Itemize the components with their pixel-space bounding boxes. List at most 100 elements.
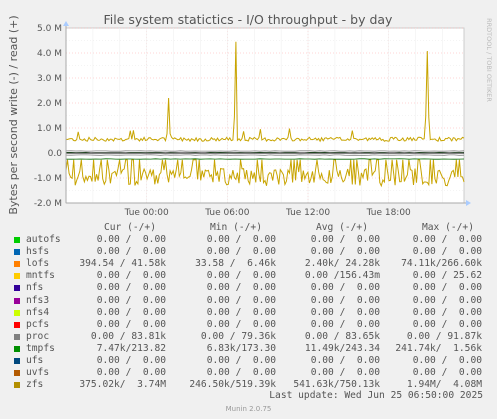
y-tick-label: 2.0 M <box>37 99 62 109</box>
legend-avg-value: 0.00 / 0.00 <box>310 367 380 379</box>
legend-avg-value: 0.00 / 0.00 <box>310 282 380 294</box>
legend-swatch <box>14 321 20 328</box>
legend-header-min: Min (-/+) <box>210 222 262 233</box>
legend-name: lofs <box>26 258 50 270</box>
legend-name: nfs4 <box>26 306 50 318</box>
legend-row-mntfs: mntfs 0.00 / 0.00 0.00 / 0.00 0.00 /156.43m… <box>0 270 497 282</box>
x-axis-arrow <box>466 200 471 206</box>
legend-name: hsfs <box>26 246 50 258</box>
legend-avg-value: 11.49k/243.34 <box>304 342 380 354</box>
legend-avg-value: 0.00 / 0.00 <box>310 306 380 318</box>
legend-min-value: 0.00 / 0.00 <box>206 270 276 282</box>
y-tick-label: 3.0 M <box>37 74 62 84</box>
legend-avg-value: 0.00 / 0.00 <box>310 355 380 366</box>
legend-max-value: 0.00 / 0.00 <box>412 282 482 294</box>
legend-name: tmpfs <box>26 342 55 354</box>
legend-max-value: 0.00 / 25.62 <box>412 270 482 282</box>
legend-cur-value: 0.00 / 0.00 <box>96 355 166 366</box>
legend-row-pcfs: pcfs 0.00 / 0.00 0.00 / 0.00 0.00 / 0.00 0.0… <box>0 319 497 331</box>
legend-cur-value: 0.00 / 0.00 <box>96 234 166 245</box>
y-axis-arrow <box>63 21 69 26</box>
munin-version: Munin 2.0.75 <box>225 405 272 413</box>
legend-row-lofs: lofs 394.54 / 41.58k 33.58 / 6.46k 2.40k/ 2… <box>0 258 497 270</box>
y-tick-label: 1.0 M <box>37 124 62 134</box>
legend-name: pcfs <box>26 318 50 330</box>
legend-max-value: 0.00 / 0.00 <box>412 367 482 379</box>
legend-name: nfs <box>26 282 44 294</box>
series-proc-write <box>65 154 465 156</box>
legend-min-value: 0.00 / 0.00 <box>206 246 276 258</box>
legend-min-value: 0.00 / 0.00 <box>206 282 276 294</box>
legend-name: uvfs <box>26 367 50 379</box>
legend-row-nfs4: nfs4 0.00 / 0.00 0.00 / 0.00 0.00 / 0.00 0.0… <box>0 307 497 319</box>
legend-cur-value: 0.00 / 0.00 <box>96 318 166 330</box>
legend-swatch <box>14 358 20 364</box>
axes: 5.0 M 4.0 M 3.0 M 2.0 M 1.0 M 0.0 -1.0 M -2.0 M… <box>34 21 471 218</box>
series-zfs-write <box>65 159 465 188</box>
x-tick-label: Tue 18:00 <box>366 208 411 218</box>
legend-max-value: 0.00 / 91.87k <box>406 330 482 342</box>
y-tick-label: 5.0 M <box>37 24 62 34</box>
legend-min-value: 0.00 / 0.00 <box>206 318 276 330</box>
legend-avg-value: 0.00 / 0.00 <box>310 294 380 306</box>
series-zfs-read <box>65 41 465 143</box>
legend-swatch <box>14 273 20 280</box>
legend-max-value: 0.00 / 0.00 <box>412 306 482 318</box>
legend-avg-value: 2.40k/ 24.28k <box>304 258 380 270</box>
legend-swatch <box>14 309 20 316</box>
legend-avg-value: 0.00 / 0.00 <box>310 234 380 245</box>
legend-cur-value: 7.47k/213.82 <box>96 342 166 354</box>
x-tick-label: Tue 12:00 <box>285 208 330 218</box>
legend-avg-value: 0.00 /156.43m <box>304 270 380 282</box>
legend-cur-value: 394.54 / 41.58k <box>79 258 166 270</box>
legend-min-value: 0.00 / 0.00 <box>206 367 276 379</box>
legend-row-nfs3: nfs3 0.00 / 0.00 0.00 / 0.00 0.00 / 0.00 0.0… <box>0 295 497 307</box>
legend-min-value: 246.50k/519.39k <box>189 379 276 391</box>
chart: File system statictics - I/O throughput … <box>7 12 493 218</box>
legend-swatch <box>14 261 20 268</box>
legend-cur-value: 0.00 / 0.00 <box>96 306 166 318</box>
y-tick-label: -1.0 M <box>34 174 62 184</box>
legend-name: nfs3 <box>26 294 50 306</box>
y-axis-label: Bytes per second write (-) / read (+) <box>7 15 20 214</box>
legend-row-autofs: autofs 0.00 / 0.00 0.00 / 0.00 0.00 / 0.00 0… <box>0 234 497 246</box>
legend-min-value: 6.83k/173.30 <box>206 342 276 354</box>
legend-row-tmpfs: tmpfs 7.47k/213.82 6.83k/173.30 11.49k/243.… <box>0 343 497 355</box>
legend-cur-value: 0.00 / 0.00 <box>96 294 166 306</box>
legend-cur-value: 0.00 / 0.00 <box>96 246 166 258</box>
legend-name: ufs <box>26 355 44 366</box>
legend-max-value: 0.00 / 0.00 <box>412 318 482 330</box>
legend-min-value: 0.00 / 0.00 <box>206 294 276 306</box>
legend-swatch <box>14 297 20 304</box>
legend-name: autofs <box>26 234 61 245</box>
legend-avg-value: 0.00 / 83.65k <box>304 330 380 342</box>
legend-swatch <box>14 285 20 292</box>
x-tick-label: Tue 06:00 <box>204 208 249 218</box>
legend-swatch <box>14 249 20 256</box>
legend-cur-value: 0.00 / 0.00 <box>96 270 166 282</box>
y-tick-label: 4.0 M <box>37 49 62 59</box>
rrdtool-watermark: RRDTOOL / TOBI OETIKER <box>485 18 493 102</box>
legend-header-row: Cur (-/+) Min (-/+) Avg (-/+) Max (-/+) <box>0 222 497 234</box>
legend-min-value: 0.00 / 0.00 <box>206 306 276 318</box>
legend-row-ufs: ufs 0.00 / 0.00 0.00 / 0.00 0.00 / 0.00 0.00… <box>0 355 497 367</box>
legend-avg-value: 541.63k/750.13k <box>293 379 380 391</box>
legend-max-value: 0.00 / 0.00 <box>412 294 482 306</box>
legend-max-value: 0.00 / 0.00 <box>412 355 482 366</box>
legend-cur-value: 375.02k/ 3.74M <box>79 379 166 391</box>
legend-max-value: 0.00 / 0.00 <box>412 246 482 258</box>
legend-max-value: 1.94M/ 4.08M <box>406 379 482 391</box>
legend-avg-value: 0.00 / 0.00 <box>310 246 380 258</box>
legend-header-max: Max (-/+) <box>422 222 474 233</box>
x-tick-label: Tue 00:00 <box>124 208 169 218</box>
legend-row-nfs: nfs 0.00 / 0.00 0.00 / 0.00 0.00 / 0.00 0.00… <box>0 282 497 294</box>
legend-avg-value: 0.00 / 0.00 <box>310 318 380 330</box>
legend-name: mntfs <box>26 270 55 282</box>
y-tick-label: 0.0 <box>48 149 63 159</box>
legend-row-uvfs: uvfs 0.00 / 0.00 0.00 / 0.00 0.00 / 0.00 0.0… <box>0 367 497 379</box>
chart-title: File system statictics - I/O throughput … <box>104 12 394 27</box>
legend-name: zfs <box>26 379 44 391</box>
legend-cur-value: 0.00 / 0.00 <box>96 282 166 294</box>
legend-swatch <box>14 382 20 389</box>
legend-swatch <box>14 370 20 377</box>
